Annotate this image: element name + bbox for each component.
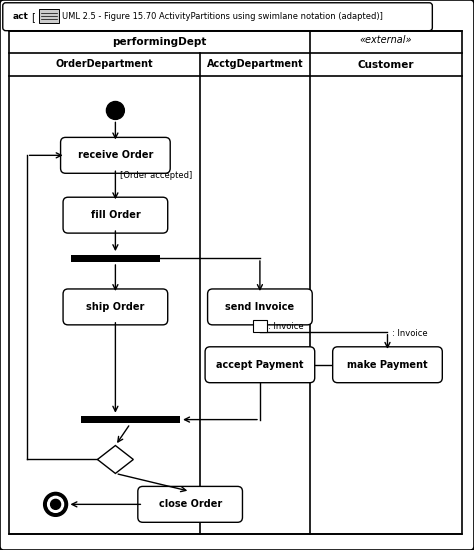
Text: «external»: «external» <box>360 35 412 45</box>
Text: close Order: close Order <box>158 499 222 509</box>
FancyBboxPatch shape <box>63 197 168 233</box>
Text: send Invoice: send Invoice <box>225 302 294 312</box>
Text: Customer: Customer <box>358 60 414 70</box>
Text: AcctgDepartment: AcctgDepartment <box>207 59 303 69</box>
FancyBboxPatch shape <box>3 3 432 31</box>
Text: accept Payment: accept Payment <box>216 360 304 370</box>
Text: performingDept: performingDept <box>112 37 207 47</box>
FancyBboxPatch shape <box>208 289 312 325</box>
Bar <box>39 9 59 23</box>
Text: OrderDepartment: OrderDepartment <box>55 59 153 69</box>
Text: fill Order: fill Order <box>91 210 140 220</box>
Circle shape <box>44 492 68 516</box>
Bar <box>253 320 267 332</box>
Bar <box>81 416 180 423</box>
Text: UML 2.5 - Figure 15.70 ActivityPartitions using swimlane notation (adapted)]: UML 2.5 - Figure 15.70 ActivityPartition… <box>62 12 383 21</box>
FancyBboxPatch shape <box>63 289 168 325</box>
Text: act: act <box>13 12 28 21</box>
FancyBboxPatch shape <box>333 347 442 383</box>
Bar <box>71 255 160 262</box>
Text: ship Order: ship Order <box>86 302 145 312</box>
Polygon shape <box>98 446 133 474</box>
Text: : Invoice: : Invoice <box>392 329 428 338</box>
Text: receive Order: receive Order <box>78 150 153 161</box>
Circle shape <box>51 499 61 509</box>
Text: [: [ <box>31 12 35 22</box>
Circle shape <box>107 102 124 119</box>
Text: [Order accepted]: [Order accepted] <box>120 171 192 180</box>
FancyBboxPatch shape <box>205 347 315 383</box>
Text: : Invoice: : Invoice <box>268 322 303 331</box>
FancyBboxPatch shape <box>138 486 243 522</box>
Text: make Payment: make Payment <box>347 360 428 370</box>
Circle shape <box>47 497 64 513</box>
FancyBboxPatch shape <box>61 138 170 173</box>
